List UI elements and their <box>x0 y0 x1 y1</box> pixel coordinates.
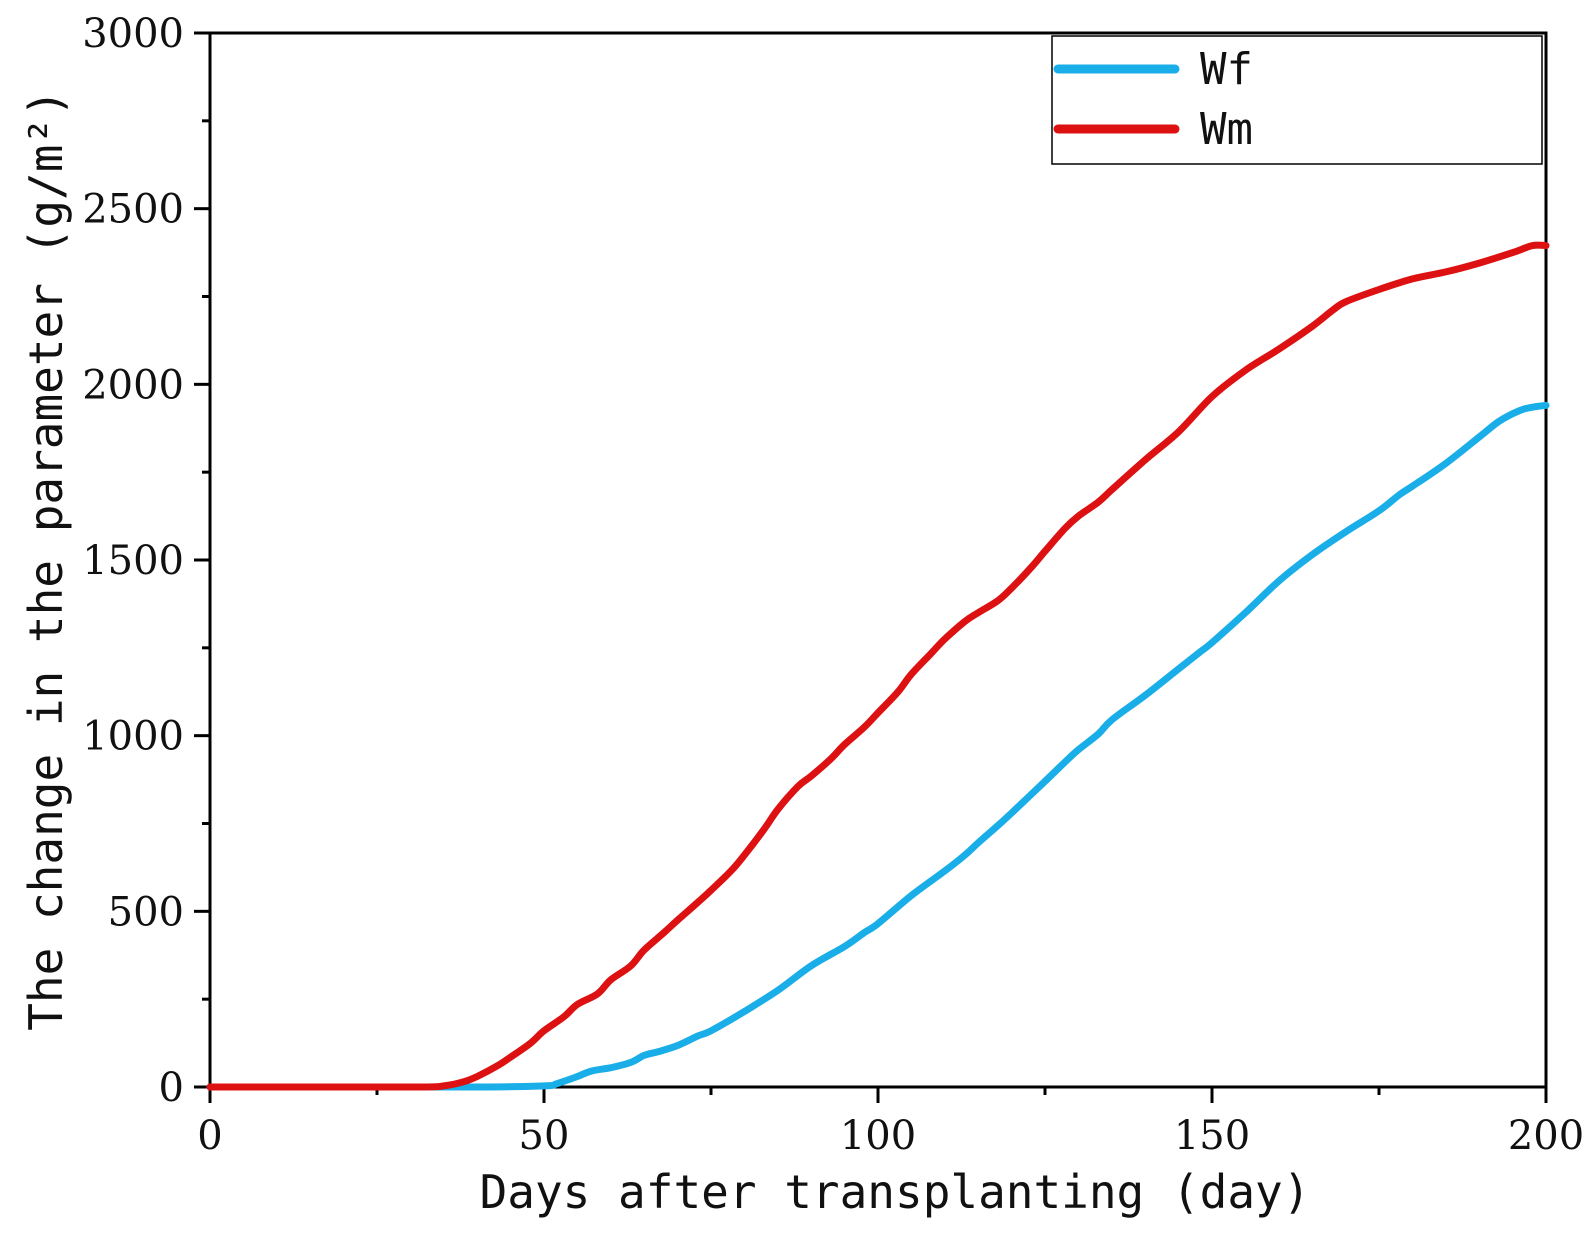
y-tick-label: 1500 <box>82 538 184 584</box>
x-tick-label: 0 <box>197 1113 222 1159</box>
legend: Wf Wm <box>1051 35 1543 165</box>
x-tick-label: 100 <box>840 1113 916 1159</box>
series-line-wm <box>206 241 1550 1091</box>
plot-frame <box>208 31 1548 1089</box>
y-tick-label: 2000 <box>82 362 184 408</box>
y-axis-title: The change in the parameter (g/m²) <box>19 89 73 1031</box>
legend-label-wf: Wf <box>1200 44 1253 95</box>
x-tick-label: 150 <box>1174 1113 1250 1159</box>
y-tick-label: 0 <box>159 1065 184 1111</box>
series-layer <box>206 241 1550 1091</box>
series-line-wf <box>206 401 1550 1091</box>
x-tick-label: 200 <box>1508 1113 1584 1159</box>
y-axis: 0 500 1000 1500 2000 2500 3000 <box>82 11 210 1111</box>
x-tick-label: 50 <box>519 1113 570 1159</box>
plot-area-border <box>208 31 1548 1089</box>
y-tick-label: 1000 <box>82 714 184 760</box>
legend-label-wm: Wm <box>1200 104 1253 155</box>
x-axis: 0 50 100 150 200 <box>197 1087 1584 1159</box>
y-tick-label: 2500 <box>82 187 184 233</box>
legend-box <box>1051 35 1543 165</box>
y-tick-label: 3000 <box>82 11 184 57</box>
y-tick-label: 500 <box>108 889 184 935</box>
x-axis-title: Days after transplanting (day) <box>480 1165 1311 1219</box>
